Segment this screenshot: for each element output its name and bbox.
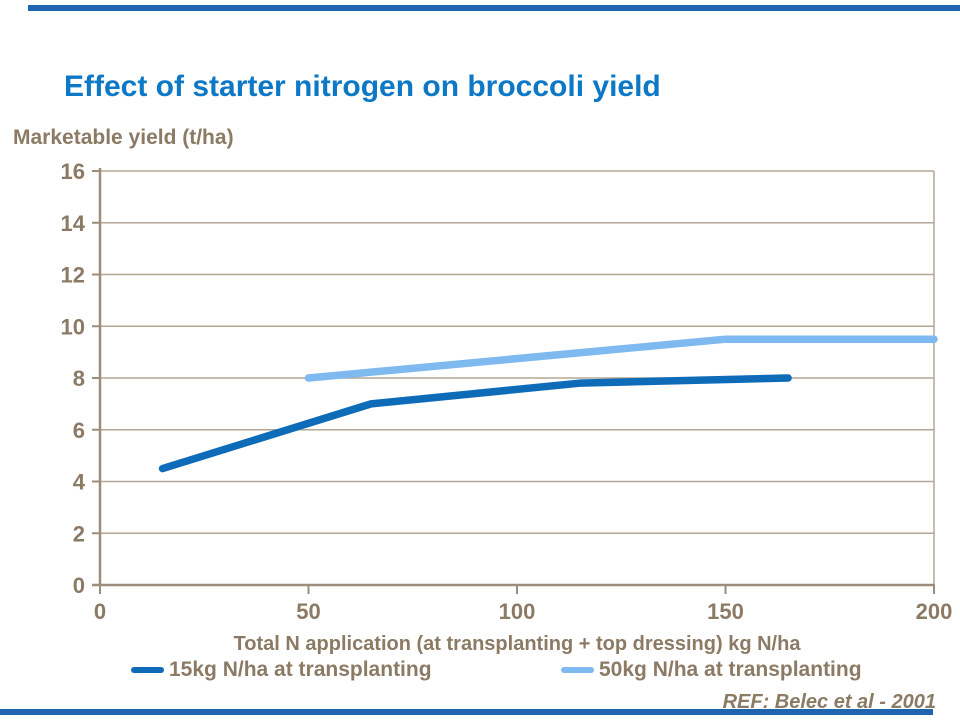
y-tick-label-10: 10: [61, 314, 85, 339]
x-tick-label-50: 50: [296, 599, 320, 624]
bottom-accent-bar: [0, 709, 933, 715]
series-line-0: [158, 374, 792, 473]
y-tick-label-2: 2: [73, 521, 85, 546]
legend-label-15kg: 15kg N/ha at transplanting: [169, 658, 432, 681]
x-tick-label-100: 100: [499, 599, 536, 624]
y-tick-label-0: 0: [73, 573, 85, 598]
y-tick-label-4: 4: [73, 470, 86, 495]
y-tick-label-16: 16: [61, 159, 85, 184]
x-tick-label-200: 200: [916, 599, 953, 624]
y-tick-label-6: 6: [73, 418, 85, 443]
x-tick-label-0: 0: [94, 599, 106, 624]
y-tick-label-14: 14: [61, 211, 86, 236]
y-axis-title: Marketable yield (t/ha): [13, 126, 234, 149]
reference-citation: REF: Belec et al - 2001: [722, 691, 936, 713]
page-title: Effect of starter nitrogen on broccoli y…: [64, 70, 661, 103]
top-accent-bar: [28, 5, 960, 11]
legend-label-50kg: 50kg N/ha at transplanting: [599, 658, 862, 681]
y-tick-label-12: 12: [61, 263, 85, 288]
x-axis-title: Total N application (at transplanting + …: [233, 633, 801, 655]
series-line-1: [304, 335, 938, 382]
legend-swatch-dark-blue: [131, 667, 164, 673]
x-tick-label-150: 150: [707, 599, 744, 624]
legend-item-15kg: 15kg N/ha at transplanting: [131, 658, 432, 682]
y-tick-label-8: 8: [73, 366, 85, 391]
legend-swatch-light-blue: [561, 667, 594, 673]
legend-item-50kg: 50kg N/ha at transplanting: [561, 658, 862, 682]
